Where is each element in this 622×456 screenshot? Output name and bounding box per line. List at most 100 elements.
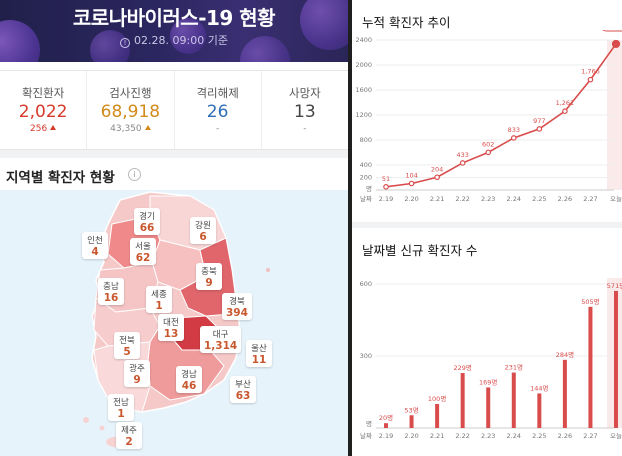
x-tick-label: 오늘 xyxy=(610,195,622,203)
region-name: 서울 xyxy=(135,242,151,252)
data-point xyxy=(536,126,543,132)
bar xyxy=(614,290,618,428)
cumulative-line-chart[interactable]: 200 400 800 1200 1600 2000 2400 명날짜 51 2.19 104 2.2… xyxy=(352,30,622,208)
y-tick-label: 200 xyxy=(360,174,372,182)
stat-value: 13 xyxy=(294,102,316,122)
bar xyxy=(435,404,440,428)
data-label: 104 xyxy=(405,172,417,180)
x-tick-label: 2.21 xyxy=(430,432,444,440)
region-gyeonggi[interactable]: 경기 66 xyxy=(134,208,160,235)
timestamp: ! 02.28. 09:00 기준 xyxy=(0,32,348,48)
data-point xyxy=(587,76,594,83)
data-label: 144명 xyxy=(530,383,548,392)
timestamp-text: 02.28. 09:00 기준 xyxy=(134,34,228,47)
header-banner: 코로나바이러스-19 현황 ! 02.28. 09:00 기준 xyxy=(0,0,348,62)
region-count: 2 xyxy=(125,436,133,448)
left-panel: 코로나바이러스-19 현황 ! 02.28. 09:00 기준 확진환자 2,02… xyxy=(0,0,348,456)
x-tick-label: 2.19 xyxy=(379,195,393,203)
stat-delta-value: 43,350 xyxy=(110,124,142,134)
region-seoul[interactable]: 서울 62 xyxy=(130,238,156,265)
x-tick-label: 2.26 xyxy=(558,195,572,203)
region-incheon[interactable]: 인천 4 xyxy=(82,232,108,259)
region-daegu[interactable]: 대구 1,314 xyxy=(200,326,242,353)
bar xyxy=(384,423,388,428)
region-name: 광주 xyxy=(129,364,145,374)
x-tick-label: 2.25 xyxy=(532,432,546,440)
bar xyxy=(460,373,465,428)
region-gwangju[interactable]: 광주 9 xyxy=(124,360,150,387)
y-axis-title: 명 xyxy=(366,419,372,428)
y-tick-label: 1600 xyxy=(355,86,372,94)
data-label: 53명 xyxy=(404,405,418,414)
stat-released[interactable]: 격리해제 26 - xyxy=(175,71,262,149)
region-count: 46 xyxy=(181,380,197,392)
bar xyxy=(409,415,414,428)
x-tick-label: 2.21 xyxy=(430,195,444,203)
info-icon[interactable]: i xyxy=(128,168,141,181)
region-ulsan[interactable]: 울산 11 xyxy=(246,340,272,367)
region-jeonnam[interactable]: 전남 1 xyxy=(108,394,134,421)
x-tick-label: 2.25 xyxy=(532,195,546,203)
region-count: 9 xyxy=(133,374,141,386)
y-tick-label: 600 xyxy=(360,280,372,288)
data-label: 284명 xyxy=(556,350,574,359)
stat-label: 사망자 xyxy=(289,86,321,100)
x-tick-label: 2.27 xyxy=(583,195,597,203)
x-axis-title: 날짜 xyxy=(360,431,372,440)
region-name: 전북 xyxy=(119,336,135,346)
region-gyeongnam[interactable]: 경남 46 xyxy=(176,366,202,393)
data-point xyxy=(562,108,568,114)
region-jeju[interactable]: 제주 2 xyxy=(116,422,142,449)
y-tick-label: 1200 xyxy=(355,111,372,119)
data-label: 169명 xyxy=(479,377,497,386)
data-point xyxy=(485,149,492,156)
y-axis-title: 명 xyxy=(366,184,372,193)
stat-value: 26 xyxy=(206,102,229,122)
region-name: 세종 xyxy=(151,290,167,300)
data-label: 1,261 xyxy=(556,99,575,107)
region-jeonbuk[interactable]: 전북 5 xyxy=(114,332,140,359)
region-busan[interactable]: 부산 63 xyxy=(230,376,256,403)
y-tick-label: 400 xyxy=(360,161,372,169)
region-gangwon[interactable]: 강원 6 xyxy=(190,217,216,244)
bar xyxy=(537,393,542,428)
data-label: 571명 xyxy=(607,281,622,290)
x-axis-title: 날짜 xyxy=(360,194,372,203)
x-tick-label: 2.23 xyxy=(481,432,495,440)
daily-bar-chart[interactable]: 300 600 명날짜 20명 2.19 53명 2.20 100명 2.21 229명 2.22 1… xyxy=(352,262,622,456)
highlight-column xyxy=(607,40,622,190)
region-name: 부산 xyxy=(235,380,251,390)
section-gap xyxy=(0,150,348,158)
stat-deaths[interactable]: 사망자 13 - xyxy=(262,71,348,149)
stat-delta: 43,350 xyxy=(87,124,173,134)
up-arrow-icon xyxy=(50,125,57,130)
y-tick-label: 800 xyxy=(360,136,372,144)
data-label: 204 xyxy=(431,165,443,173)
data-label: 229명 xyxy=(453,363,471,372)
region-name: 제주 xyxy=(121,426,137,436)
daily-chart-title: 날짜별 신규 확진자 수 xyxy=(362,243,478,258)
island-shape xyxy=(99,425,105,431)
region-name: 충남 xyxy=(103,282,119,292)
stat-delta: - xyxy=(216,124,220,134)
region-name: 대전 xyxy=(163,318,179,328)
x-tick-label: 2.27 xyxy=(583,432,597,440)
region-chungnam[interactable]: 충남 16 xyxy=(98,278,124,305)
stat-delta: 256 xyxy=(0,124,86,134)
x-tick-label: 2.22 xyxy=(455,432,469,440)
stat-testing[interactable]: 검사진행 68,918 43,350 xyxy=(87,71,175,149)
data-label: 433 xyxy=(456,151,468,159)
x-tick-label: 2.20 xyxy=(404,195,418,203)
region-gyeongbuk[interactable]: 경북 394 xyxy=(222,293,252,320)
region-chungbuk[interactable]: 충북 9 xyxy=(196,263,222,290)
data-point xyxy=(459,160,466,166)
stat-label: 검사진행 xyxy=(109,86,152,100)
region-sejong[interactable]: 세종 1 xyxy=(146,286,172,313)
region-count: 66 xyxy=(139,222,155,234)
stats-card: 확진환자 2,022 256 검사진행 68,918 43,350 격리해제 2… xyxy=(0,70,348,150)
island-shape xyxy=(83,417,89,423)
region-daejeon[interactable]: 대전 13 xyxy=(158,314,184,341)
series-line xyxy=(385,43,617,188)
stat-confirmed[interactable]: 확진환자 2,022 256 xyxy=(0,71,88,149)
y-tick-label: 2000 xyxy=(355,61,372,69)
